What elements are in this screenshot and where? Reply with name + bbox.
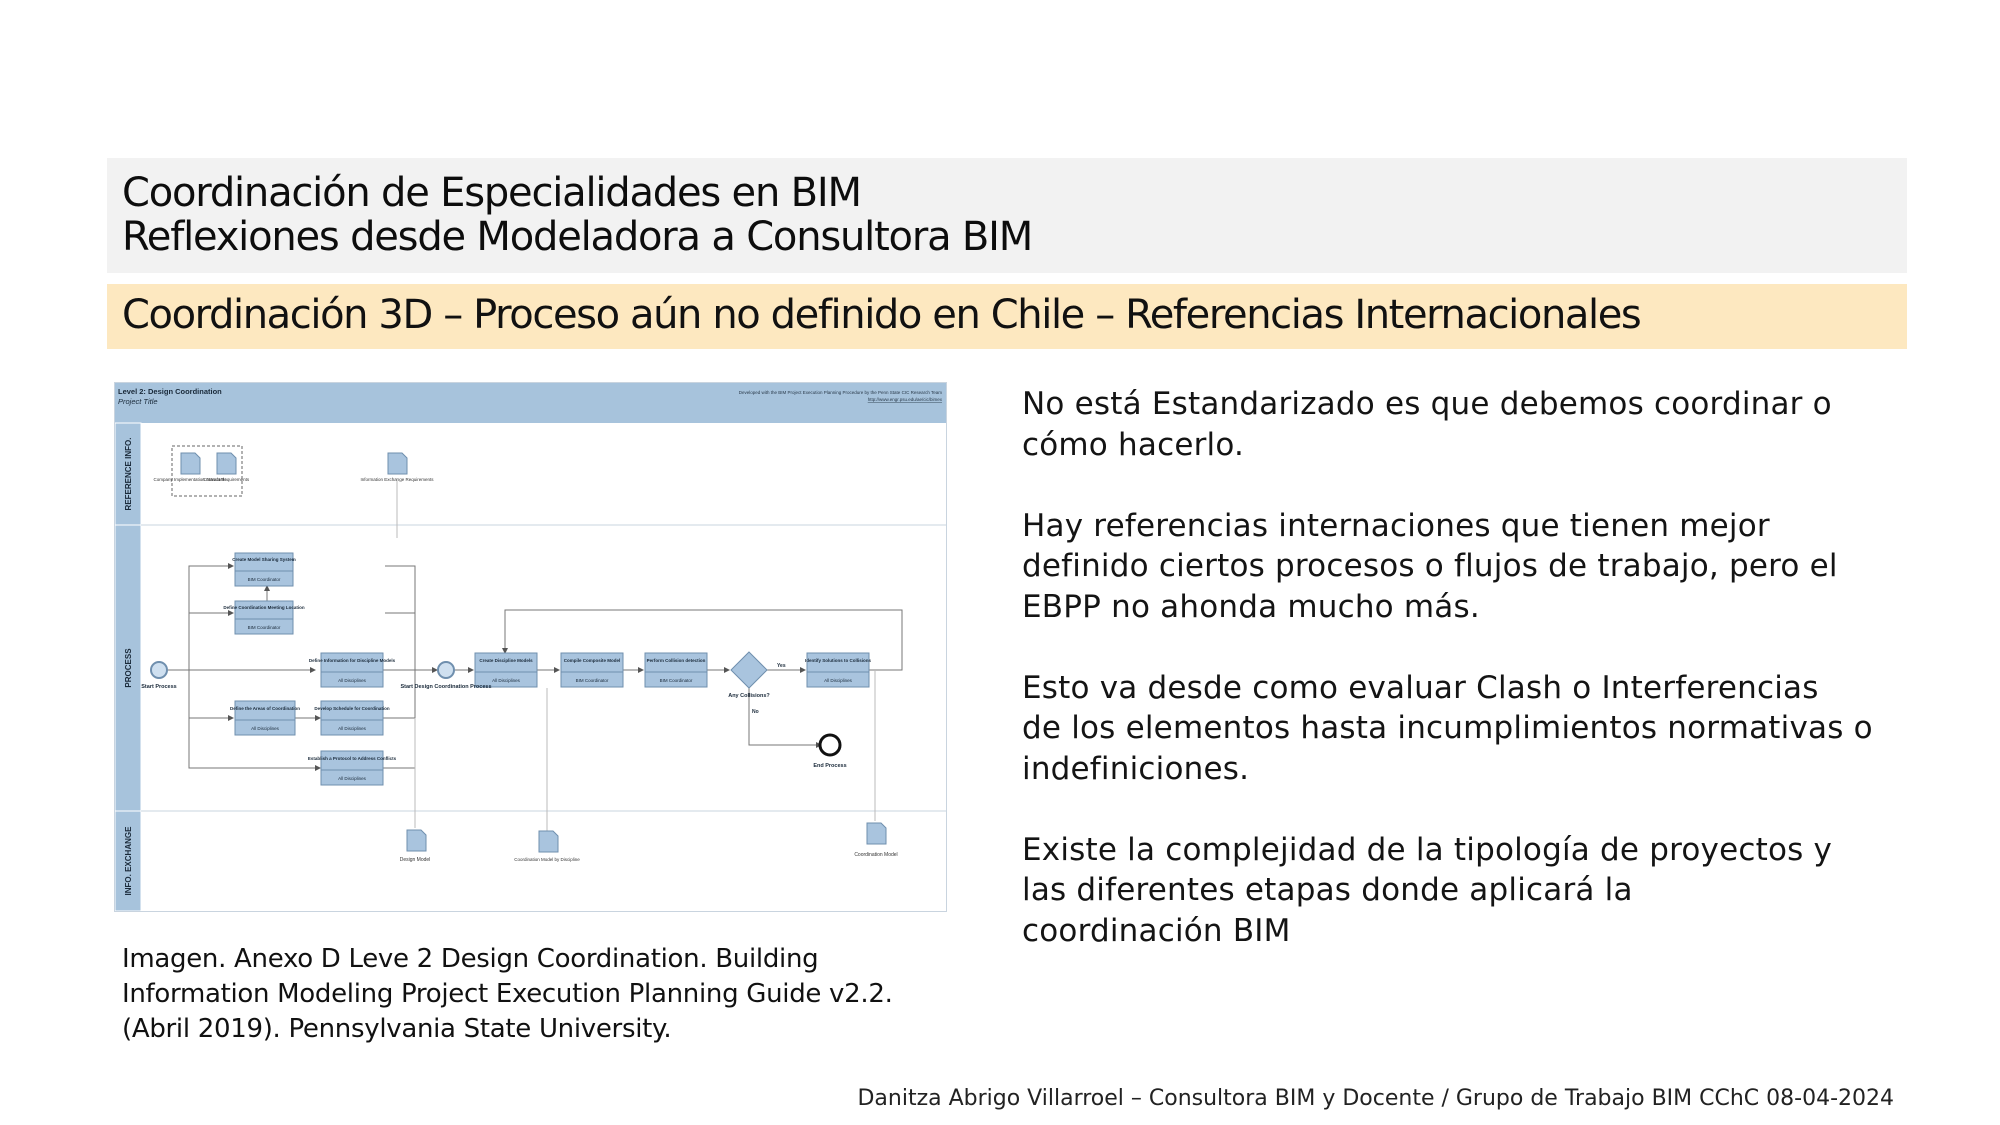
- svg-text:Define Information for Discipl: Define Information for Discipline Models: [309, 658, 396, 663]
- svg-text:Perform Collision detection: Perform Collision detection: [647, 658, 706, 663]
- paragraph: No está Estandarizado es que debemos coo…: [1022, 386, 1832, 463]
- start-design-event-label: Start Design Coordination Process: [400, 684, 491, 690]
- start-event-icon: [150, 661, 168, 679]
- doc-icon: [406, 829, 427, 852]
- caption-line: Imagen. Anexo D Leve 2 Design Coordinati…: [122, 944, 819, 974]
- doc-icon: [866, 822, 887, 845]
- svg-text:Develop Schedule for Coordinat: Develop Schedule for Coordination: [314, 706, 390, 711]
- lane-header-process: [114, 524, 142, 812]
- start-design-event-icon: [437, 661, 455, 679]
- process-diagram-image: Level 2: Design Coordination Project Tit…: [114, 382, 947, 912]
- body-text: No está Estandarizado es que debemos coo…: [1022, 384, 1902, 992]
- diagram-level-title: Level 2: Design Coordination: [118, 387, 222, 396]
- process-diagram-svg: Level 2: Design Coordination Project Tit…: [114, 383, 946, 912]
- diagram-banner: [115, 383, 946, 423]
- paragraph: Hay referencias internaciones que tienen…: [1022, 507, 1838, 625]
- footer-credit: Danitza Abrigo Villarroel – Consultora B…: [857, 1086, 1894, 1111]
- svg-text:BIM Coordinator: BIM Coordinator: [660, 678, 693, 683]
- exchange-coord-by-discipline: Coordination Model by Discipline: [514, 857, 580, 862]
- paragraph: Esto va desde como evaluar Clash o Inter…: [1022, 669, 1873, 787]
- task-develop-schedule: Develop Schedule for Coordination All Di…: [314, 700, 390, 736]
- task-define-info: Define Information for Discipline Models…: [309, 652, 396, 688]
- slide-title-line-1: Coordinación de Especialidades en BIM: [122, 170, 862, 216]
- svg-text:Define Coordination Meeting Lo: Define Coordination Meeting Location: [223, 605, 304, 610]
- gateway-no: No: [752, 709, 759, 715]
- exchange-design-model: Design Model: [400, 857, 431, 863]
- svg-text:All Disciplines: All Disciplines: [338, 726, 367, 731]
- ref-doc-company: Company Implementation Standards: [153, 477, 227, 482]
- svg-text:Define the Areas of Coordinati: Define the Areas of Coordination: [230, 706, 300, 711]
- svg-text:BIM Coordinator: BIM Coordinator: [248, 625, 281, 630]
- task-compile: Compile Composite Model BIM Coordinator: [560, 652, 624, 688]
- doc-icon: [387, 452, 408, 475]
- diagram-project-title: Project Title: [118, 397, 158, 406]
- reference-group-box: [171, 445, 243, 497]
- task-create-models: Create Discipline Models All Disciplines: [474, 652, 538, 688]
- task-define-location: Define Coordination Meeting Location BIM…: [223, 600, 305, 635]
- lane-label-exchange: INFO. EXCHANGE: [124, 826, 133, 896]
- svg-text:All Disciplines: All Disciplines: [338, 678, 367, 683]
- start-event-label: Start Process: [141, 684, 176, 690]
- exchange-coord-model: Coordination Model: [854, 852, 897, 858]
- gateway-yes: Yes: [777, 663, 786, 669]
- doc-icon: [538, 830, 559, 853]
- lane-label-reference: REFERENCE INFO.: [124, 438, 133, 511]
- image-caption: Imagen. Anexo D Leve 2 Design Coordinati…: [122, 942, 942, 1047]
- slide-subtitle: Coordinación 3D – Proceso aún no definid…: [122, 292, 1642, 338]
- ref-doc-contract: Contract Requirements: [203, 477, 250, 482]
- title-band: [107, 158, 1907, 273]
- task-solutions: Identify Solutions to Collisions All Dis…: [805, 652, 871, 688]
- svg-text:Create Model Sharing System: Create Model Sharing System: [232, 557, 296, 562]
- task-protocol: Establish a Protocol to Address Conflict…: [308, 750, 397, 786]
- task-collision: Perform Collision detection BIM Coordina…: [644, 652, 708, 688]
- svg-text:Identify Solutions to Collisio: Identify Solutions to Collisions: [805, 658, 871, 663]
- svg-text:All Disciplines: All Disciplines: [824, 678, 853, 683]
- doc-icon: [180, 452, 201, 475]
- caption-line: (Abril 2019). Pennsylvania State Univers…: [122, 1014, 672, 1044]
- svg-text:Compile Composite Model: Compile Composite Model: [564, 658, 621, 663]
- svg-text:BIM Coordinator: BIM Coordinator: [248, 577, 281, 582]
- diagram-url: http://www.engr.psu.edu/ae/cic/bimex: [868, 397, 943, 402]
- end-event-label: End Process: [813, 763, 846, 769]
- caption-line: Information Modeling Project Execution P…: [122, 979, 893, 1009]
- diagram-credit: Developed with the BIM Project Execution…: [739, 390, 943, 395]
- lane-label-process: PROCESS: [124, 648, 133, 688]
- slide-title-line-2: Reflexiones desde Modeladora a Consultor…: [122, 214, 1033, 260]
- svg-text:Establish a Protocol to Addres: Establish a Protocol to Address Conflict…: [308, 756, 397, 761]
- lane-header-exchange: [114, 810, 142, 912]
- task-define-areas: Define the Areas of Coordination All Dis…: [230, 700, 300, 736]
- svg-text:All Disciplines: All Disciplines: [492, 678, 521, 683]
- svg-text:BIM Coordinator: BIM Coordinator: [576, 678, 609, 683]
- gateway-diamond-icon: [730, 651, 768, 689]
- task-create-sharing: Create Model Sharing System BIM Coordina…: [232, 552, 296, 587]
- svg-text:All Disciplines: All Disciplines: [338, 776, 367, 781]
- subtitle-band: [107, 284, 1907, 349]
- gateway-label: Any Collisions?: [728, 693, 770, 699]
- svg-text:All Disciplines: All Disciplines: [251, 726, 280, 731]
- doc-icon: [216, 452, 237, 475]
- svg-text:Create Discipline Models: Create Discipline Models: [479, 658, 533, 663]
- paragraph: Existe la complejidad de la tipología de…: [1022, 831, 1833, 949]
